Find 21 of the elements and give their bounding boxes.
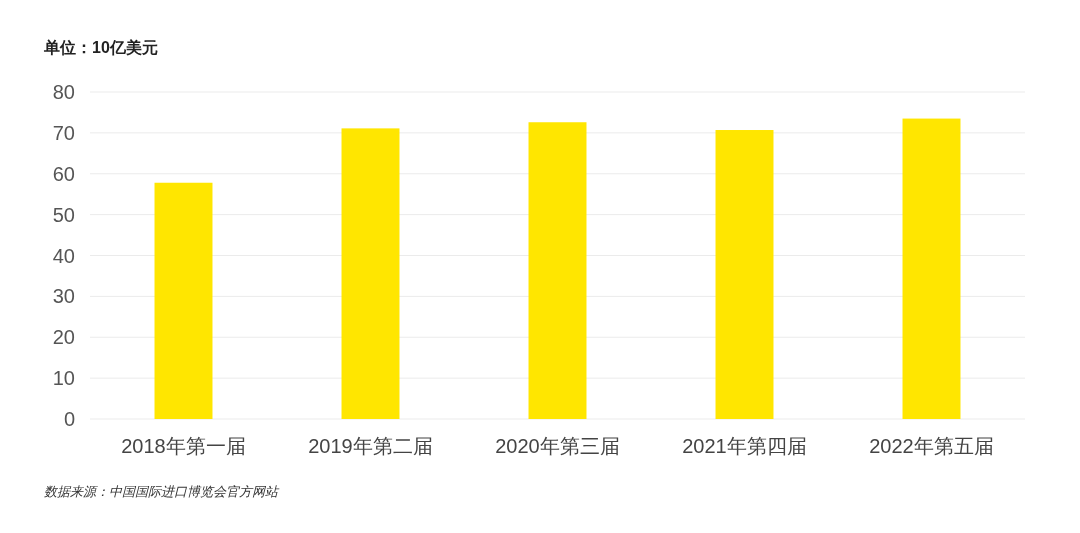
bar <box>341 128 400 419</box>
bar <box>715 130 774 419</box>
x-tick-label: 2021年第四届 <box>682 435 807 457</box>
y-tick-label: 70 <box>52 121 75 144</box>
chart-title: 单位：10亿美元 <box>43 38 158 56</box>
x-tick-label: 2022年第五届 <box>869 435 994 457</box>
x-tick-label: 2018年第一届 <box>121 435 246 457</box>
bar <box>154 182 213 419</box>
y-tick-label: 80 <box>52 81 75 103</box>
y-tick-label: 40 <box>52 244 75 267</box>
y-tick-label: 10 <box>52 367 75 390</box>
bar <box>902 118 961 419</box>
x-tick-label: 2019年第二届 <box>308 435 433 457</box>
x-tick-label: 2020年第三届 <box>495 435 620 457</box>
y-tick-label: 60 <box>52 162 75 185</box>
bar <box>528 122 587 419</box>
y-tick-label: 30 <box>52 285 75 308</box>
y-tick-label: 20 <box>52 326 75 349</box>
y-tick-label: 50 <box>52 203 75 226</box>
y-tick-label: 0 <box>63 408 75 430</box>
source-note: 数据来源：中国国际进口博览会官方网站 <box>44 484 280 499</box>
